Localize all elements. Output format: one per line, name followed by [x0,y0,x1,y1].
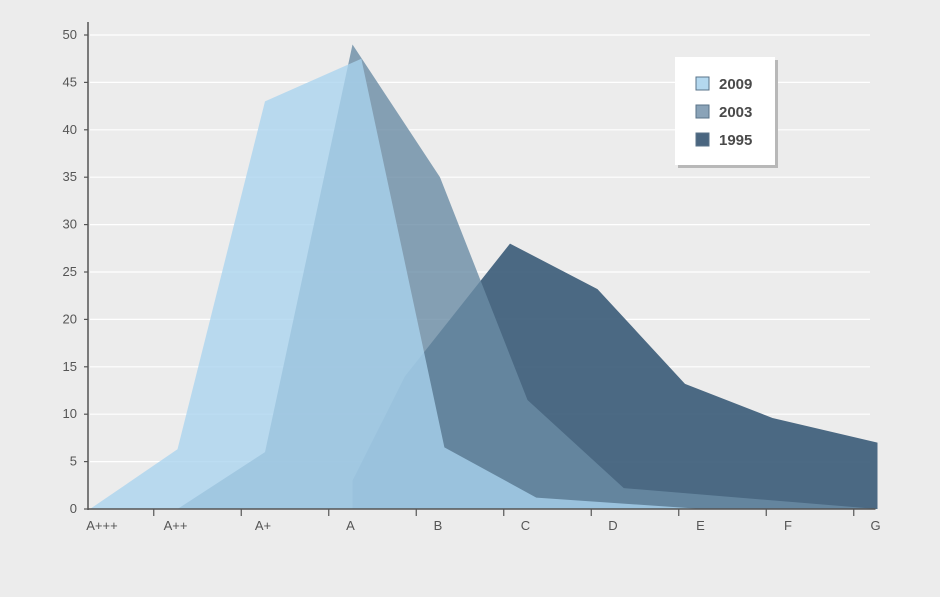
x-tick-label: A [346,518,355,533]
legend-label-1995: 1995 [719,132,752,149]
x-tick-label: A++ [164,518,188,533]
legend-label-2003: 2003 [719,104,752,121]
x-tick-label: C [521,518,530,533]
x-tick-label: A+++ [86,518,117,533]
legend: 2009 2003 1995 [675,57,778,168]
x-tick-label: G [870,518,880,533]
y-tick-label: 20 [63,311,77,326]
y-tick-label: 25 [63,264,77,279]
x-tick-label: D [608,518,617,533]
y-tick-label: 30 [63,217,77,232]
legend-swatch-2003 [695,104,710,119]
y-tick-label: 40 [63,122,77,137]
y-tick-label: 35 [63,169,77,184]
series-area-2009 [90,58,703,509]
data-areas [90,44,878,509]
x-tick-label: B [434,518,443,533]
legend-box [675,57,775,165]
axes [84,22,876,516]
y-tick-label: 10 [63,406,77,421]
y-tick-label: 5 [70,454,77,469]
x-tick-label: A+ [255,518,271,533]
x-tick-labels: A+++ A++ A+ A B C D E F G [86,518,880,533]
y-tick-label: 45 [63,74,77,89]
legend-swatch-2009 [695,76,710,91]
x-tick-label: F [784,518,792,533]
legend-swatch-1995 [695,132,710,147]
y-tick-labels: 0 5 10 15 20 25 30 35 40 45 50 [63,27,77,516]
y-tick-label: 0 [70,501,77,516]
x-tick-label: E [696,518,705,533]
y-tick-label: 50 [63,27,77,42]
legend-label-2009: 2009 [719,76,752,93]
y-tick-label: 15 [63,359,77,374]
